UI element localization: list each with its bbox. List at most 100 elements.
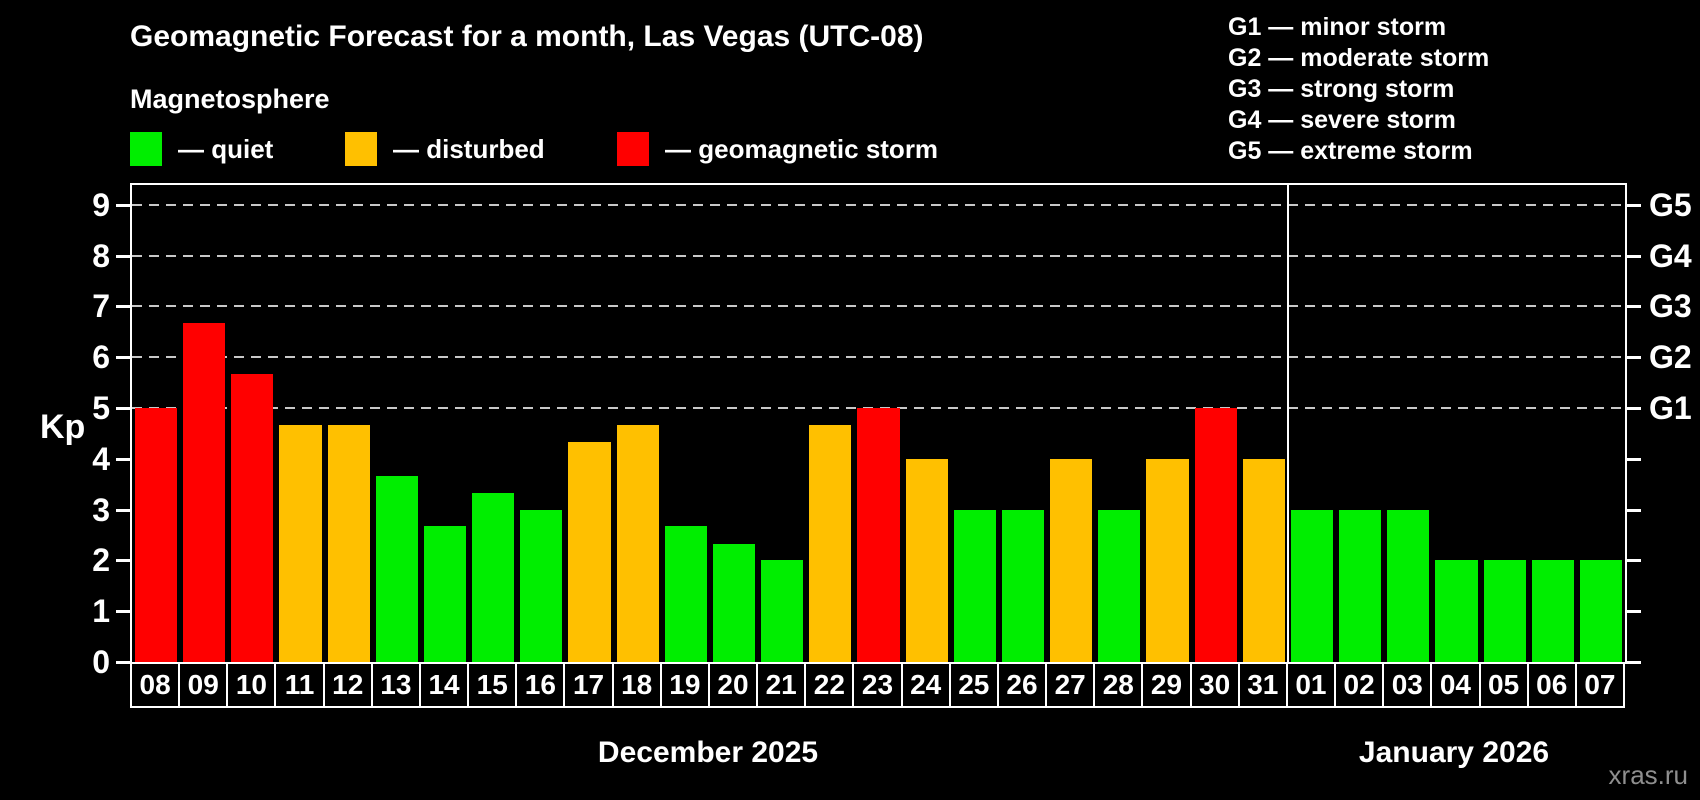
day-label-13: 13 (370, 662, 421, 708)
gridline-kp6 (132, 356, 1625, 359)
day-label-01: 01 (1285, 662, 1337, 708)
y-tick-label-7: 7 (92, 288, 110, 325)
day-label-11: 11 (274, 662, 325, 708)
kp-bar-day-20 (712, 543, 756, 662)
left-tick-kp2 (116, 559, 130, 563)
y-tick-label-4: 4 (92, 440, 110, 477)
day-label-04: 04 (1430, 662, 1481, 708)
left-tick-kp6 (116, 356, 130, 360)
g-scale-label-g1: G1 (1649, 390, 1692, 426)
watermark-xras: xras.ru (1608, 760, 1688, 790)
x-axis-day-labels: 08 09 10 11 12 13 14 15 16 17 18 19 20 21 22 23 24 25 26 27… (130, 662, 1627, 710)
kp-bar-day-24 (905, 458, 948, 662)
legend-quiet-label: — quiet (178, 133, 274, 164)
day-label-12: 12 (322, 662, 373, 708)
left-tick-kp4 (116, 457, 130, 461)
right-tick-kp8 (1627, 254, 1641, 258)
day-label-14: 14 (418, 662, 470, 708)
y-axis-label-kp: Kp (40, 408, 86, 446)
kp-bar-day-30 (1194, 408, 1237, 662)
kp-bar-day-04 (1435, 560, 1478, 662)
left-tick-kp1 (116, 610, 130, 614)
left-tick-kp3 (116, 508, 130, 512)
g-scale-label-g5: G5 (1649, 186, 1692, 223)
day-label-22: 22 (804, 662, 855, 708)
legend-storm-label: — geomagnetic storm (665, 133, 939, 164)
kp-bar-day-03 (1387, 509, 1430, 662)
quiet-color-swatch (130, 132, 162, 166)
chart-subtitle: Magnetosphere (130, 84, 330, 114)
y-tick-label-0: 0 (92, 644, 110, 680)
right-tick-kp7 (1627, 305, 1641, 309)
left-axis: 0 1 2 3 4 5 6 7 8 9 (0, 185, 130, 680)
kp-bar-day-25 (953, 509, 996, 662)
plot-area (130, 183, 1627, 664)
y-tick-label-8: 8 (92, 237, 110, 274)
storm-scale-g4: G4 — severe storm (1228, 106, 1456, 134)
day-label-05: 05 (1478, 662, 1529, 708)
day-label-28: 28 (1093, 662, 1144, 708)
kp-bar-day-19 (664, 526, 707, 662)
day-label-07: 07 (1574, 662, 1625, 708)
kp-bar-day-10 (231, 373, 274, 662)
kp-bar-day-12 (327, 424, 370, 662)
left-tick-kp0 (116, 661, 130, 664)
day-label-15: 15 (467, 662, 518, 708)
day-label-26: 26 (996, 662, 1048, 708)
day-label-17: 17 (563, 662, 614, 708)
y-tick-label-9: 9 (92, 186, 110, 223)
kp-bar-day-11 (279, 424, 322, 662)
right-tick-kp0 (1627, 661, 1641, 664)
day-label-06: 06 (1526, 662, 1577, 708)
kp-bar-day-29 (1146, 458, 1189, 662)
left-tick-kp8 (116, 254, 130, 258)
day-label-21: 21 (756, 662, 807, 708)
kp-bar-day-08 (135, 408, 178, 662)
day-label-31: 31 (1237, 662, 1288, 708)
legend-item-disturbed: — disturbed (345, 130, 545, 168)
kp-bar-day-21 (761, 560, 804, 662)
y-tick-label-6: 6 (92, 339, 110, 376)
kp-bar-day-18 (616, 424, 659, 662)
legend-item-storm: — geomagnetic storm (617, 130, 938, 168)
right-tick-kp5 (1627, 407, 1641, 410)
day-label-02: 02 (1334, 662, 1385, 708)
day-label-23: 23 (852, 662, 903, 708)
y-tick-label-2: 2 (92, 542, 110, 579)
g-scale-label-g2: G2 (1649, 339, 1692, 376)
right-tick-kp1 (1627, 610, 1641, 614)
day-label-08: 08 (130, 662, 181, 708)
right-tick-kp6 (1627, 356, 1641, 360)
kp-bar-day-22 (809, 424, 852, 662)
day-label-19: 19 (659, 662, 710, 708)
day-label-09: 09 (178, 662, 229, 708)
g-scale-label-g3: G3 (1649, 288, 1692, 325)
day-label-03: 03 (1382, 662, 1433, 708)
legend-disturbed-label: — disturbed (393, 133, 545, 164)
left-tick-kp7 (116, 305, 130, 309)
gridline-kp7 (132, 305, 1625, 308)
storm-scale-legend: G1 — minor storm G2 — moderate storm G3 … (1228, 12, 1489, 167)
month-separator-line (1286, 185, 1289, 662)
disturbed-color-swatch (345, 132, 377, 166)
storm-scale-g3: G3 — strong storm (1228, 75, 1455, 103)
page-title: Geomagnetic Forecast for a month, Las Ve… (130, 20, 924, 53)
kp-bar-day-16 (520, 509, 563, 662)
kp-bar-day-27 (1050, 458, 1093, 662)
kp-bar-day-09 (183, 323, 226, 662)
day-label-29: 29 (1141, 662, 1192, 708)
y-tick-label-5: 5 (92, 390, 110, 426)
month-caption-december: December 2025 (597, 736, 819, 769)
left-tick-kp9 (116, 203, 130, 207)
month-caption-january: January 2026 (1358, 736, 1550, 769)
gridline-kp9 (132, 203, 1625, 206)
gridline-kp8 (132, 254, 1625, 257)
kp-bar-day-02 (1339, 509, 1382, 662)
y-tick-label-3: 3 (92, 491, 110, 528)
kp-bar-day-14 (423, 526, 467, 662)
kp-bar-day-28 (1098, 509, 1141, 662)
y-tick-label-1: 1 (92, 593, 110, 630)
kp-bar-day-01 (1290, 509, 1334, 662)
kp-bar-day-23 (857, 408, 900, 662)
